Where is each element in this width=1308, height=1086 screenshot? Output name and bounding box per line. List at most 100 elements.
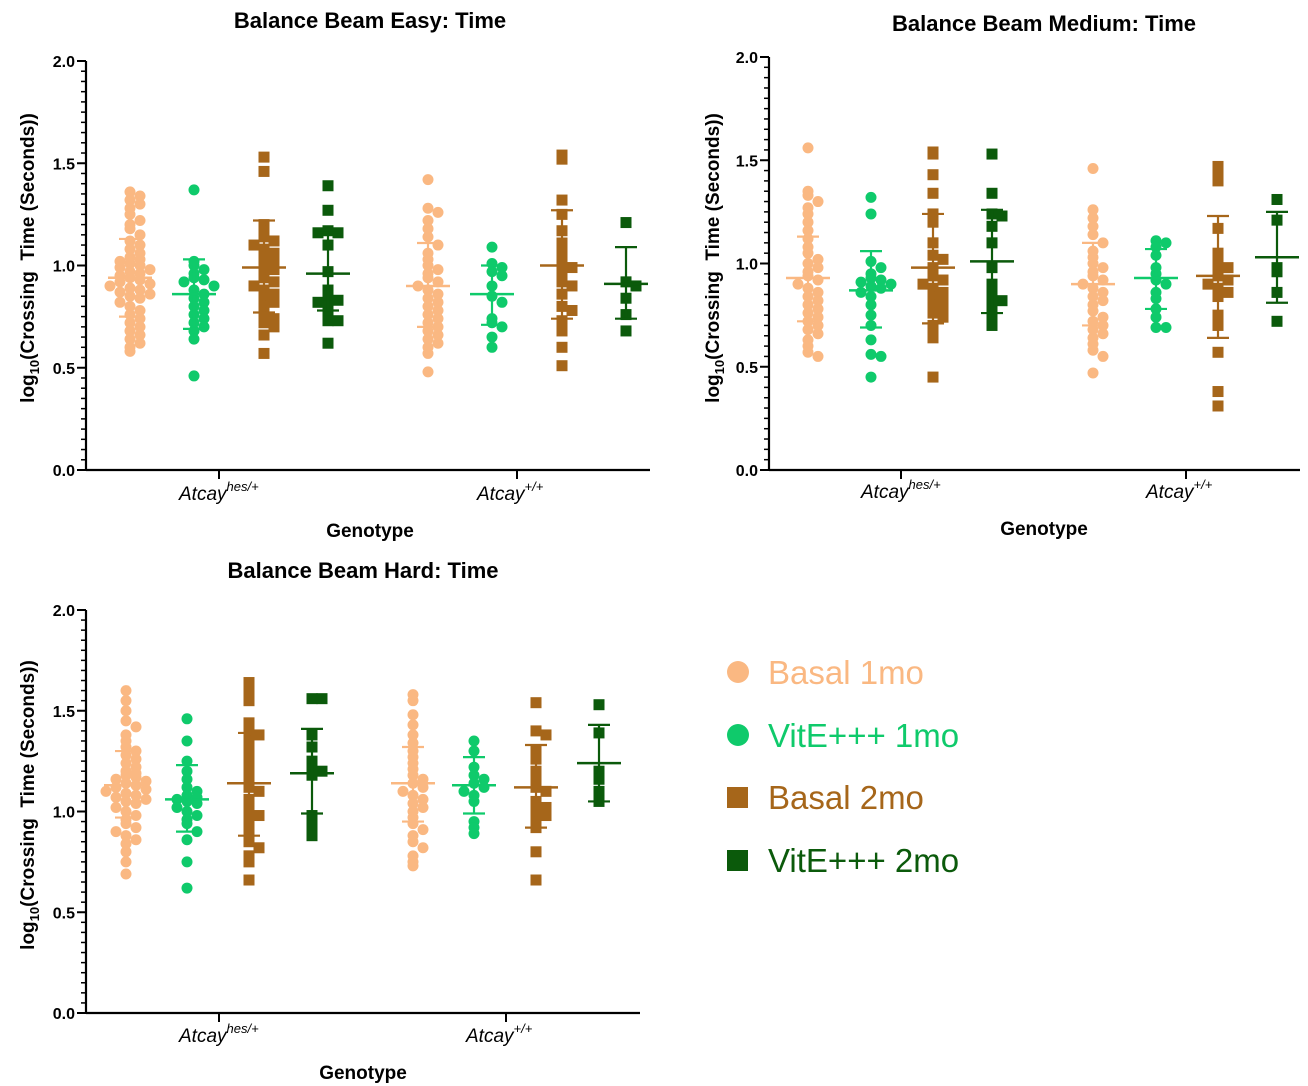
data-point-basal-1mo — [432, 264, 444, 276]
data-point-basal-1mo — [134, 190, 146, 202]
data-point-basal-1mo — [422, 215, 434, 227]
data-point-basal-2mo — [556, 315, 568, 327]
data-point-basal-2mo — [927, 319, 939, 331]
data-point-basal-2mo — [530, 874, 542, 886]
data-point-vite-1mo — [1160, 237, 1172, 249]
group-easy-vite-2mo-cat1 — [604, 217, 648, 337]
legend-item-basal-2mo: Basal 2mo — [727, 779, 924, 816]
data-point-basal-1mo — [110, 801, 122, 813]
data-point-basal-1mo — [120, 856, 132, 868]
data-marks-hard — [100, 677, 621, 894]
data-point-vite-1mo — [181, 755, 193, 767]
data-point-vite-1mo — [188, 370, 200, 382]
data-point-basal-2mo — [530, 846, 542, 858]
data-point-basal-2mo — [243, 836, 255, 848]
legend-marker-vite-2mo — [727, 850, 748, 871]
y-tick-label-medium: 1.0 — [736, 257, 758, 274]
y-tick-label-easy: 2.0 — [53, 54, 75, 71]
x-categories-hard: Atcayhes/+ Atcay+/+ — [178, 1021, 533, 1047]
data-point-basal-1mo — [110, 773, 122, 785]
data-point-basal-2mo — [268, 321, 280, 333]
data-point-basal-2mo — [1212, 165, 1224, 177]
data-point-basal-1mo — [812, 311, 824, 323]
data-point-basal-2mo — [917, 278, 929, 290]
data-point-vite-1mo — [181, 882, 193, 894]
data-point-basal-1mo — [1097, 328, 1109, 340]
data-point-vite-1mo — [885, 278, 897, 290]
data-point-vite-2mo — [332, 315, 344, 327]
data-point-basal-1mo — [407, 719, 419, 731]
data-point-basal-2mo — [530, 697, 542, 709]
chart-hard: Balance Beam Hard: Time log10(Crossing T… — [18, 558, 640, 1084]
legend-marker-basal-1mo — [727, 661, 749, 683]
data-point-vite-1mo — [855, 276, 867, 288]
group-medium-basal-1mo-cat1 — [1071, 163, 1115, 379]
legend-marker-basal-2mo — [727, 787, 748, 808]
data-point-basal-1mo — [100, 785, 112, 797]
data-point-vite-1mo — [486, 241, 498, 253]
data-point-basal-1mo — [134, 337, 146, 349]
data-point-basal-1mo — [422, 202, 434, 214]
y-tick-label-hard: 1.0 — [53, 805, 75, 822]
data-point-vite-1mo — [865, 191, 877, 203]
data-point-basal-1mo — [120, 818, 132, 830]
data-point-basal-2mo — [556, 341, 568, 353]
x-axis-title-easy: Genotype — [326, 521, 414, 542]
group-easy-basal-2mo-cat0 — [242, 151, 286, 359]
data-point-basal-1mo — [134, 215, 146, 227]
data-point-vite-1mo — [875, 262, 887, 274]
data-point-vite-2mo — [986, 187, 998, 199]
data-point-vite-1mo — [181, 735, 193, 747]
data-point-vite-1mo — [496, 321, 508, 333]
data-point-basal-1mo — [407, 695, 419, 707]
legend: Basal 1mo VitE+++ 1mo Basal 2mo VitE+++ … — [727, 654, 959, 879]
data-point-basal-1mo — [134, 321, 146, 333]
data-point-basal-2mo — [1212, 386, 1224, 398]
data-point-vite-2mo — [1271, 315, 1283, 327]
data-point-basal-2mo — [268, 288, 280, 300]
data-point-vite-1mo — [855, 286, 867, 298]
group-hard-vite-2mo-cat0 — [290, 693, 334, 842]
x-category-label-easy: Atcayhes/+ — [178, 479, 259, 505]
data-point-basal-1mo — [432, 288, 444, 300]
data-point-basal-1mo — [134, 284, 146, 296]
data-point-vite-2mo — [322, 337, 334, 349]
data-point-vite-2mo — [996, 210, 1008, 222]
data-point-basal-1mo — [432, 329, 444, 341]
group-easy-basal-2mo-cat1 — [540, 149, 584, 372]
data-point-vite-2mo — [986, 148, 998, 160]
data-point-basal-2mo — [258, 329, 270, 341]
data-point-vite-2mo — [986, 319, 998, 331]
data-point-basal-2mo — [248, 280, 260, 292]
data-point-vite-1mo — [1150, 322, 1162, 334]
data-point-basal-1mo — [140, 775, 152, 787]
legend-item-vite-1mo: VitE+++ 1mo — [727, 717, 959, 754]
data-point-vite-1mo — [208, 280, 220, 292]
data-point-basal-2mo — [937, 311, 949, 323]
data-point-basal-1mo — [104, 280, 116, 292]
data-point-basal-1mo — [130, 822, 142, 834]
data-point-basal-1mo — [134, 260, 146, 271]
data-point-basal-1mo — [802, 224, 814, 236]
legend-item-vite-2mo: VitE+++ 2mo — [727, 842, 959, 879]
data-point-basal-1mo — [432, 304, 444, 316]
data-point-basal-2mo — [937, 286, 949, 298]
data-point-basal-1mo — [130, 789, 142, 801]
group-easy-basal-1mo-cat1 — [406, 174, 450, 378]
data-point-vite-2mo — [986, 311, 998, 323]
data-point-basal-2mo — [556, 360, 568, 372]
data-point-basal-2mo — [253, 729, 265, 741]
data-point-basal-1mo — [1087, 229, 1099, 241]
data-point-vite-1mo — [178, 276, 190, 288]
data-point-basal-2mo — [566, 280, 578, 292]
data-point-vite-1mo — [171, 801, 183, 813]
data-point-basal-1mo — [1087, 324, 1099, 336]
axes-easy — [77, 60, 650, 479]
data-point-basal-1mo — [812, 319, 824, 331]
data-point-basal-1mo — [1087, 344, 1099, 356]
data-point-basal-1mo — [417, 793, 429, 805]
data-point-vite-2mo — [1271, 193, 1283, 205]
data-point-basal-1mo — [144, 278, 156, 290]
data-point-vite-1mo — [486, 331, 498, 343]
